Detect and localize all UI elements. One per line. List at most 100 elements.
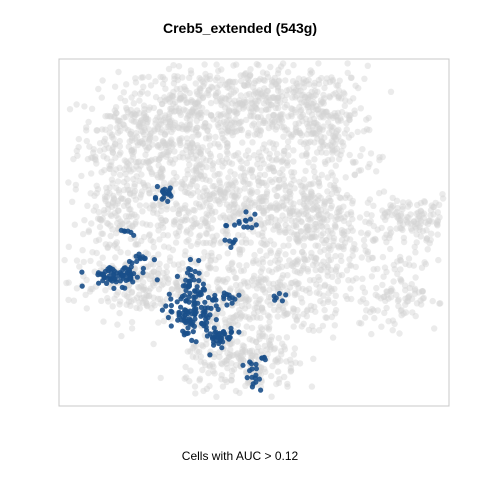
cell-point (241, 185, 248, 192)
cell-point (207, 111, 215, 119)
cell-point (218, 66, 225, 73)
cell-point (168, 108, 175, 115)
cell-point (116, 164, 123, 171)
cell-point (305, 123, 312, 130)
cell-point (193, 156, 201, 163)
cell-point (336, 77, 343, 84)
cell-point (184, 227, 191, 234)
cell-point (202, 219, 209, 226)
cell-point (116, 189, 123, 196)
cell-point (201, 124, 208, 131)
cell-point (126, 206, 133, 213)
cell-point (351, 110, 358, 118)
cell-point (366, 126, 373, 134)
cell-point (214, 89, 222, 96)
cell-point (203, 163, 210, 171)
cell-point (170, 80, 178, 87)
cell-point (138, 116, 145, 124)
cell-point (95, 85, 102, 93)
cell-point (148, 156, 155, 164)
cell-point (306, 94, 313, 101)
cell-point (262, 94, 270, 101)
cell-point (268, 157, 276, 164)
highlighted-cell-point (159, 196, 165, 202)
cell-point (206, 75, 214, 83)
cell-point (134, 141, 142, 149)
cell-point (272, 95, 279, 102)
cell-point (65, 243, 73, 250)
cell-point (294, 231, 301, 239)
cell-point (190, 206, 197, 214)
cell-point (141, 114, 148, 121)
cell-point (219, 157, 226, 165)
cell-point (172, 239, 180, 246)
cell-point (186, 121, 194, 128)
cell-point (115, 215, 122, 222)
cell-point (307, 199, 314, 206)
cell-point (275, 94, 282, 101)
cell-point (160, 116, 167, 124)
highlighted-cell-point (187, 256, 193, 263)
cell-point (123, 106, 131, 113)
cell-point (374, 265, 381, 273)
cell-point (248, 166, 256, 173)
cell-point (128, 137, 135, 144)
highlighted-cell-point (117, 278, 123, 284)
highlighted-cell-point (119, 284, 125, 290)
cell-point (290, 176, 297, 184)
cell-point (79, 247, 86, 254)
cell-point (282, 251, 289, 258)
cell-point (196, 97, 203, 104)
cell-point (321, 198, 329, 206)
cell-point (285, 113, 292, 120)
cell-point (168, 286, 175, 293)
cell-point (177, 141, 184, 148)
cell-point (122, 213, 130, 220)
cell-point (254, 188, 261, 196)
cell-point (295, 87, 302, 94)
cell-point (290, 306, 298, 313)
cell-point (192, 80, 199, 87)
cell-point (131, 113, 138, 120)
cell-point (314, 88, 321, 96)
plot-frame (58, 58, 450, 407)
cell-point (165, 96, 172, 103)
cell-point (242, 195, 250, 202)
cell-point (296, 103, 303, 111)
cell-point (158, 174, 166, 181)
cell-point (130, 189, 137, 196)
cell-point (287, 199, 294, 206)
cell-point (332, 292, 339, 299)
cell-point (434, 231, 441, 238)
cell-point (171, 122, 178, 129)
cell-point (103, 155, 111, 162)
cell-point (93, 127, 100, 134)
cell-point (225, 92, 232, 100)
cell-point (230, 107, 238, 114)
cell-point (228, 201, 235, 208)
cell-point (332, 113, 340, 120)
cell-point (340, 203, 347, 210)
cell-point (166, 110, 173, 117)
cell-point (191, 175, 199, 182)
cell-point (231, 177, 238, 184)
cell-point (121, 291, 128, 298)
cell-point (340, 89, 347, 96)
cell-point (142, 113, 149, 120)
cell-point (408, 295, 416, 302)
cell-point (118, 195, 125, 202)
cell-point (318, 108, 325, 115)
highlighted-cell-point (129, 260, 135, 266)
cell-point (236, 209, 243, 216)
cell-point (372, 291, 379, 298)
cell-point (265, 106, 272, 113)
highlighted-cell-point (196, 257, 202, 264)
cell-point (287, 209, 294, 216)
cell-point (186, 161, 193, 168)
cell-point (217, 183, 225, 190)
cell-point (149, 203, 157, 210)
cell-point (162, 217, 169, 224)
cell-point (240, 179, 248, 186)
cell-point (278, 118, 286, 125)
cell-point (327, 227, 335, 234)
